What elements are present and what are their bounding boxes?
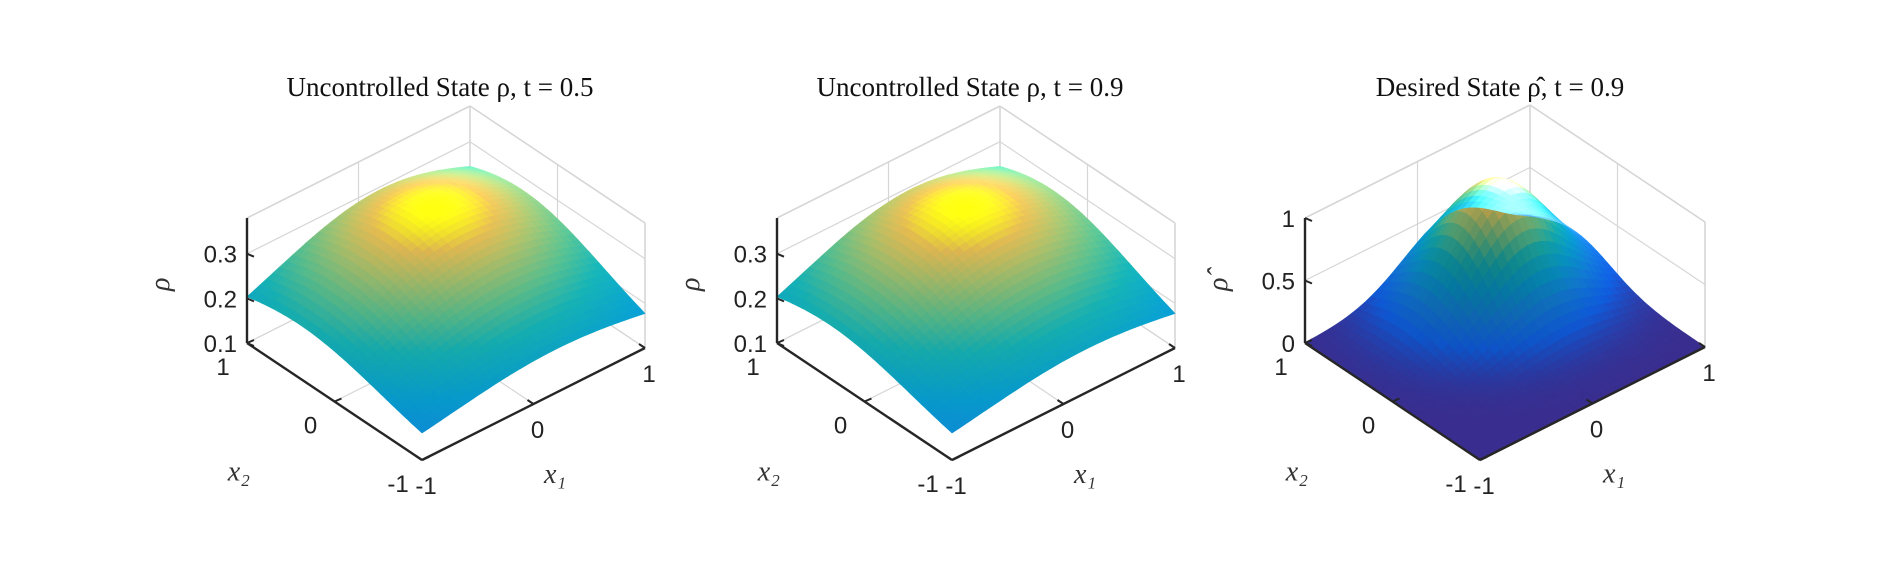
surface-patch	[993, 165, 1006, 169]
x-axis-label: x₁	[1073, 459, 1096, 490]
grid-line	[776, 141, 1001, 255]
z-tick-label: 0.1	[734, 331, 767, 358]
z-tick-label: 0.1	[204, 331, 237, 358]
grid-line	[246, 141, 471, 255]
x-tick	[1056, 399, 1065, 405]
z-tick-label: 0.2	[734, 286, 767, 313]
x-tick-label: 0	[1061, 417, 1074, 444]
x-tick-label: -1	[415, 473, 436, 500]
x-tick	[945, 455, 953, 461]
x-tick-label: -1	[1473, 473, 1494, 500]
y-tick	[951, 456, 960, 461]
y-tick	[864, 397, 872, 403]
x-tick	[638, 343, 646, 349]
z-tick	[246, 252, 255, 258]
x-tick-label: 0	[1590, 417, 1603, 444]
y-axis-label: x₂	[757, 456, 780, 487]
x-axis-label: x₁	[543, 459, 566, 490]
z-tick	[776, 342, 785, 347]
grid-line	[1529, 167, 1706, 285]
x-tick-label: 1	[642, 361, 655, 388]
chart-title: Uncontrolled State ρ, t = 0.9	[817, 72, 1124, 102]
z-axis-label: ρ	[675, 278, 706, 292]
x-tick-label: -1	[945, 473, 966, 500]
y-tick-label: 0	[304, 413, 317, 440]
y-tick-label: 1	[216, 354, 229, 381]
z-tick	[776, 252, 785, 258]
z-tick-label: 0.5	[1262, 269, 1295, 296]
x-axis-label: x₁	[1602, 459, 1625, 490]
surface-mesh	[1304, 177, 1706, 461]
y-axis-label: x₂	[1285, 456, 1308, 487]
y-tick	[334, 397, 342, 403]
y-tick	[421, 456, 430, 461]
surface-mesh	[776, 165, 1176, 434]
x-tick-label: 1	[1172, 361, 1185, 388]
surface-patch	[463, 165, 476, 169]
x-tick	[526, 399, 535, 405]
y-tick-label: 0	[1362, 413, 1375, 440]
y-axis-label: x₂	[227, 456, 250, 487]
grid-line	[1529, 104, 1706, 223]
y-tick-label: 1	[1274, 354, 1287, 381]
grid-line	[1304, 104, 1531, 219]
x-tick-label: 0	[531, 417, 544, 444]
surface-mesh	[246, 165, 646, 434]
x-tick	[415, 455, 423, 461]
y-tick-label: 1	[746, 354, 759, 381]
z-tick	[246, 342, 255, 347]
z-tick-label: 0.3	[734, 242, 767, 269]
chart-title: Uncontrolled State ρ, t = 0.5	[287, 72, 594, 102]
y-tick-label: -1	[1445, 471, 1466, 498]
z-tick-label: 0.3	[204, 242, 237, 269]
z-tick-label: 0	[1282, 331, 1295, 358]
z-axis-label: ρ	[145, 278, 176, 292]
grid-line	[999, 141, 1176, 260]
chart-title: Desired State ρ̂, t = 0.9	[1376, 72, 1624, 102]
z-tick-label: 1	[1282, 206, 1295, 233]
x-tick	[1168, 343, 1176, 349]
z-axis-label: ρ̂	[1203, 267, 1234, 292]
x-tick-label: 1	[1702, 360, 1715, 387]
z-tick-label: 0.2	[204, 286, 237, 313]
y-tick-label: -1	[387, 471, 408, 498]
y-tick-label: -1	[917, 471, 938, 498]
y-tick-label: 0	[834, 413, 847, 440]
z-tick	[776, 297, 785, 303]
grid-line	[469, 141, 646, 260]
z-tick	[246, 297, 255, 303]
